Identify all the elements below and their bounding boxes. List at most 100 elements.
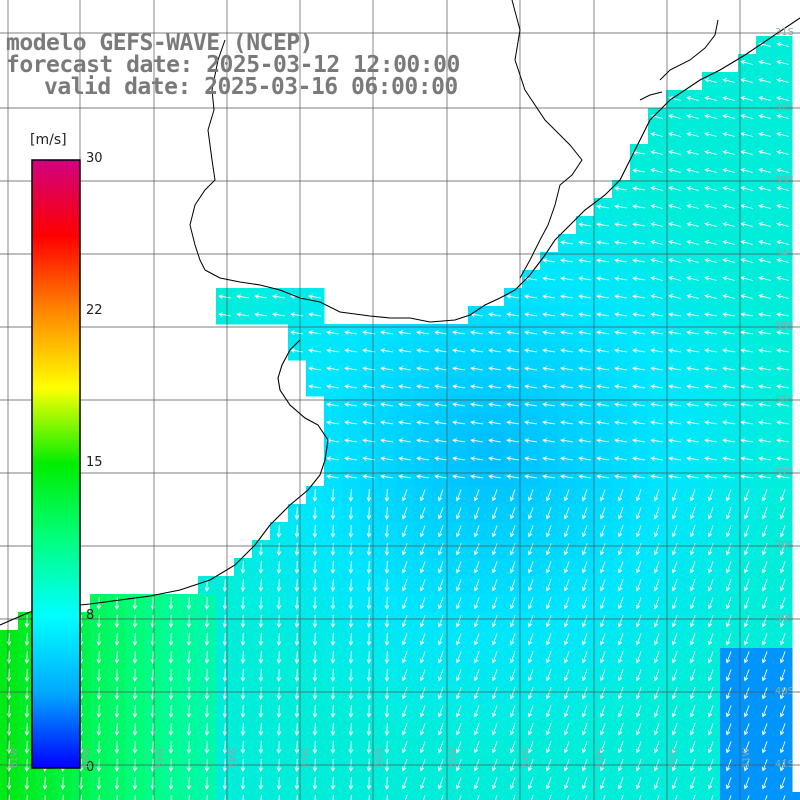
wind-arrow — [419, 489, 426, 502]
wind-arrow — [707, 651, 714, 664]
wind-arrow — [776, 330, 789, 335]
wind-arrow — [96, 632, 102, 646]
wind-arrow — [506, 348, 519, 353]
wind-arrow — [168, 686, 174, 700]
wind-arrow — [204, 704, 210, 718]
wind-arrow — [491, 669, 498, 682]
wind-arrow — [614, 366, 627, 371]
wind-arrow — [776, 402, 789, 407]
wind-arrow — [366, 506, 372, 520]
wind-arrow — [312, 524, 318, 538]
wind-arrow — [473, 669, 480, 682]
wind-arrow — [276, 686, 282, 700]
wind-arrow — [761, 597, 768, 610]
wind-arrow — [437, 489, 444, 502]
wind-arrow — [740, 384, 753, 389]
wind-arrow — [581, 669, 588, 682]
wind-arrow — [635, 597, 642, 610]
wind-arrow — [491, 507, 498, 520]
wind-arrow — [434, 474, 447, 479]
wind-arrow — [632, 474, 645, 479]
latitude-label: 34S — [774, 248, 794, 259]
wind-arrow — [132, 704, 138, 718]
wind-arrow — [596, 474, 609, 479]
wind-arrow — [294, 632, 300, 646]
wind-arrow — [707, 633, 714, 646]
wind-arrow — [401, 633, 408, 646]
wind-arrow — [380, 366, 393, 371]
wind-arrow — [776, 150, 789, 155]
wind-arrow — [671, 723, 678, 736]
wind-arrow — [491, 525, 498, 538]
wind-arrow — [650, 168, 663, 173]
wind-arrow — [455, 561, 462, 574]
wind-arrow — [488, 348, 501, 353]
wind-arrow — [416, 456, 429, 461]
wind-arrow — [743, 633, 750, 646]
wind-arrow — [758, 96, 771, 101]
wind-arrow — [488, 438, 501, 443]
wind-arrow — [758, 150, 771, 155]
wind-arrow — [114, 776, 120, 790]
wind-arrow — [761, 507, 768, 520]
wind-arrow — [704, 132, 717, 137]
wind-arrow — [596, 222, 609, 227]
wind-arrow — [419, 561, 426, 574]
wind-arrow — [437, 597, 444, 610]
wind-arrow — [348, 776, 354, 790]
wind-arrow — [704, 240, 717, 245]
wind-arrow — [779, 705, 786, 718]
wind-arrow — [743, 705, 750, 718]
wind-arrow — [258, 632, 264, 646]
wind-arrow — [24, 704, 30, 718]
wind-arrow — [686, 348, 699, 353]
wind-arrow — [114, 632, 120, 646]
wind-arrow — [455, 777, 462, 790]
wind-arrow — [416, 348, 429, 353]
wind-speed-cell — [522, 792, 541, 800]
wind-arrow — [614, 258, 627, 263]
wind-arrow — [527, 651, 534, 664]
wind-arrow — [473, 687, 480, 700]
wind-arrow — [509, 687, 516, 700]
wind-arrow — [560, 294, 573, 299]
wind-arrow — [236, 294, 249, 299]
wind-arrow — [470, 366, 483, 371]
wind-arrow — [704, 78, 717, 83]
wind-arrow — [545, 525, 552, 538]
wind-arrow — [689, 615, 696, 628]
wind-arrow — [722, 438, 735, 443]
wind-speed-cell — [666, 792, 685, 800]
wind-arrow — [725, 741, 732, 754]
wind-arrow — [779, 615, 786, 628]
wind-arrow — [527, 723, 534, 736]
wind-arrow — [473, 651, 480, 664]
wind-arrow — [632, 384, 645, 389]
wind-arrow — [491, 723, 498, 736]
wind-arrow — [276, 704, 282, 718]
wind-arrow — [743, 777, 750, 790]
wind-arrow — [348, 686, 354, 700]
wind-arrow — [258, 668, 264, 682]
wind-arrow — [671, 705, 678, 718]
wind-arrow — [599, 723, 606, 736]
wind-arrow — [308, 312, 321, 317]
wind-arrow — [725, 579, 732, 592]
wind-arrow — [294, 776, 300, 790]
wind-arrow — [743, 615, 750, 628]
wind-arrow — [776, 78, 789, 83]
wind-arrow — [596, 384, 609, 389]
wind-arrow — [704, 438, 717, 443]
wind-arrow — [294, 722, 300, 736]
wind-arrow — [743, 651, 750, 664]
wind-arrow — [743, 561, 750, 574]
wind-arrow — [653, 561, 660, 574]
wind-arrow — [527, 489, 534, 502]
wind-arrow — [599, 561, 606, 574]
wind-arrow — [330, 560, 336, 574]
wind-arrow — [186, 686, 192, 700]
wind-arrow — [725, 777, 732, 790]
wind-arrow — [416, 438, 429, 443]
wind-arrow — [204, 614, 210, 628]
wind-arrow — [671, 543, 678, 556]
